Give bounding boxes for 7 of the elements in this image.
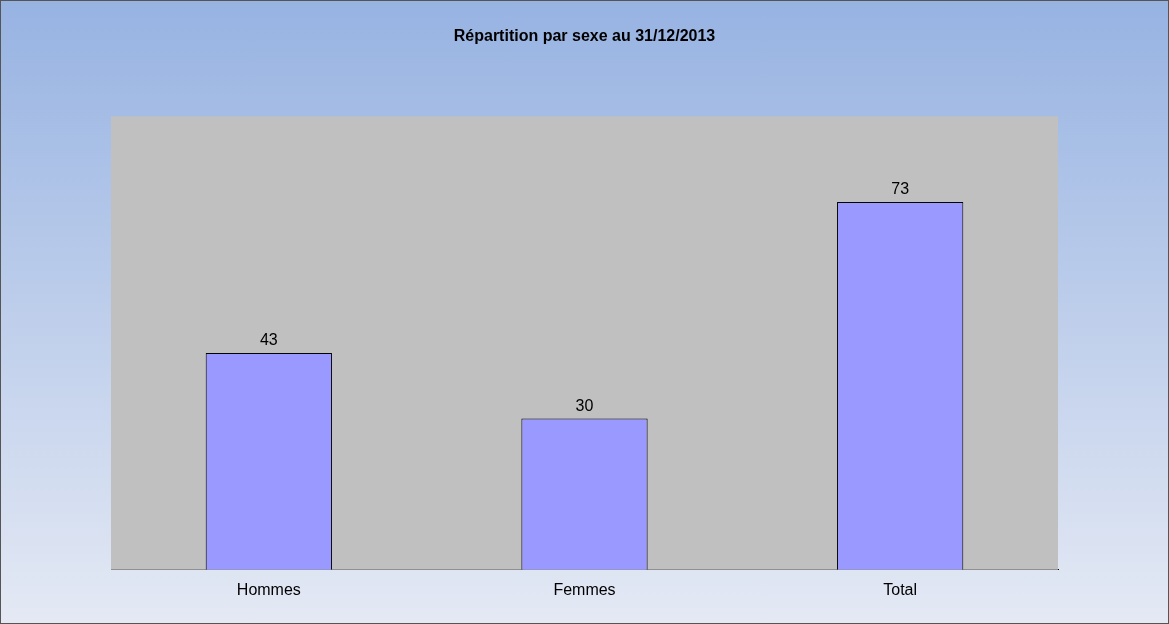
chart-title: Répartition par sexe au 31/12/2013	[453, 27, 716, 45]
data-label: 30	[575, 397, 594, 415]
x-tick-label: Total	[883, 580, 918, 598]
data-label: 73	[891, 180, 910, 198]
data-label: 43	[259, 331, 278, 349]
x-tick-label: Femmes	[553, 580, 616, 598]
x-tick-label: Hommes	[236, 580, 301, 598]
